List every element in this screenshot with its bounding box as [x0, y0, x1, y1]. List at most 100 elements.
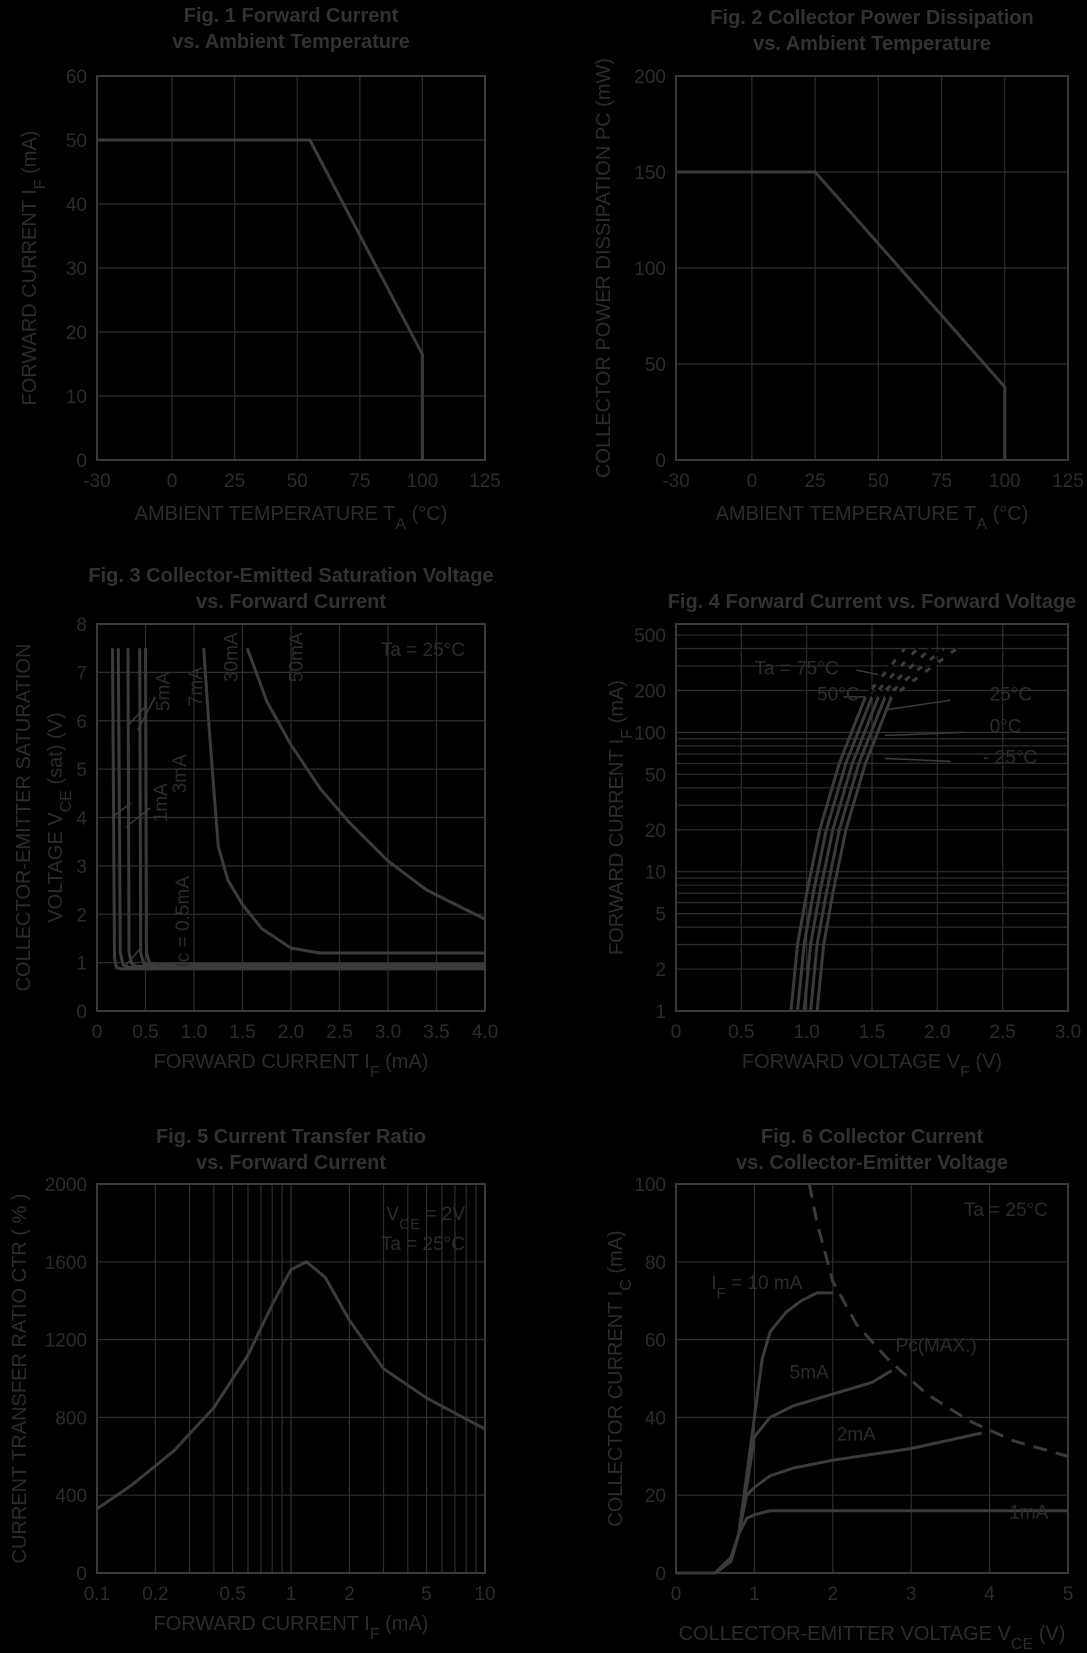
fig4-ytick-label: 100 — [634, 723, 666, 744]
fig3-series-label: 1mA — [151, 783, 172, 822]
fig5-xtick-label: 0.5 — [219, 1584, 245, 1605]
fig2-series-line — [676, 170, 1007, 460]
fig5-xtick-label: 1 — [286, 1584, 297, 1605]
fig1-title: Fig. 1 Forward Current — [184, 5, 399, 27]
fig4-series-label: - 25°C — [983, 747, 1037, 768]
fig3-xtick-label: 3.0 — [375, 1022, 401, 1043]
fig6-title: vs. Collector-Emitter Voltage — [736, 1152, 1008, 1174]
fig4-series-dash — [890, 647, 958, 699]
fig3-title: vs. Forward Current — [196, 591, 386, 613]
fig6-xtick-label: 5 — [1063, 1584, 1074, 1605]
fig1-grid — [96, 75, 486, 461]
fig4-xtick-label: 0 — [671, 1022, 682, 1043]
fig5-ytick-label: 2000 — [45, 1175, 87, 1196]
fig4-plot-frame — [675, 623, 1069, 1012]
fig1-xlabel: AMBIENT TEMPERATURE TA (°C) — [135, 503, 448, 533]
fig3-ylabel: VOLTAGE VCE (sat) (V) — [45, 712, 75, 922]
fig3-label-arrow — [125, 807, 151, 828]
fig4-ytick-label: 50 — [645, 765, 666, 786]
fig1-xtick-label: 125 — [469, 471, 501, 492]
fig6-series-label: Pc(MAX.) — [896, 1335, 977, 1356]
fig1-title: vs. Ambient Temperature — [172, 31, 410, 53]
fig3-xtick-label: 4.0 — [472, 1022, 498, 1043]
fig1-ylabel: FORWARD CURRENT IF (mA) — [19, 131, 49, 406]
fig1-xtick-label: -30 — [83, 471, 110, 492]
fig4-title: Fig. 4 Forward Current vs. Forward Volta… — [668, 591, 1077, 613]
fig5-ytick-label: 800 — [55, 1408, 87, 1429]
fig3-series-line — [245, 647, 486, 921]
fig2-xtick-label: 0 — [747, 471, 758, 492]
fig2-chart: Fig. 2 Collector Power Dissipation vs. Am… — [593, 7, 1084, 533]
fig3-ytick-label: 0 — [76, 1002, 87, 1023]
fig5-ytick-label: 1200 — [45, 1331, 87, 1352]
fig6-xtick-label: 4 — [984, 1584, 995, 1605]
fig2-xtick-label: 100 — [989, 471, 1021, 492]
fig3-xtick-label: 0 — [92, 1022, 103, 1043]
fig3-xtick-label: 3.5 — [423, 1022, 449, 1043]
fig5-title: Fig. 5 Current Transfer Ratio — [156, 1126, 426, 1148]
fig5-xlabel: FORWARD CURRENT IF (mA) — [154, 1613, 429, 1643]
fig4-ytick-label: 2 — [655, 960, 666, 981]
fig3-ytick-label: 1 — [76, 954, 87, 975]
fig2-ytick-label: 0 — [655, 451, 666, 472]
fig4-series-label: Ta = 75°C — [754, 659, 838, 680]
fig6-ytick-label: 60 — [645, 1331, 666, 1352]
fig4-ytick-label: 10 — [645, 863, 666, 884]
fig6-ytick-label: 100 — [634, 1175, 666, 1196]
fig1-chart: Fig. 1 Forward Current vs. Ambient Temper… — [19, 5, 501, 533]
fig4-label-arrow — [885, 757, 951, 763]
fig5-xtick-label: 10 — [474, 1584, 495, 1605]
fig1-ytick-label: 60 — [66, 67, 87, 88]
fig4-series-label: 25°C — [990, 684, 1032, 705]
fig5-title: vs. Forward Current — [196, 1152, 386, 1174]
fig3-series-line — [144, 648, 485, 967]
fig4-xtick-label: 1.5 — [859, 1022, 885, 1043]
fig6-title: Fig. 6 Collector Current — [761, 1126, 984, 1148]
fig4-ytick-label: 20 — [645, 821, 666, 842]
fig4-chart: Fig. 4 Forward Current vs. Forward Volta… — [606, 591, 1081, 1081]
fig3-title: Fig. 3 Collector-Emitted Saturation Volt… — [88, 565, 493, 587]
fig5-ylabel: CURRENT TRANSFER RATIO CTR ( % ) — [9, 1193, 31, 1563]
fig2-xtick-label: 25 — [805, 471, 826, 492]
fig4-ytick-label: 500 — [634, 626, 666, 647]
fig3-annotation: Ta = 25°C — [381, 640, 465, 661]
fig3-series-label: 50mA — [287, 632, 308, 682]
fig1-ytick-label: 10 — [66, 387, 87, 408]
fig3-ytick-label: 6 — [76, 712, 87, 733]
fig3-ylabel: COLLECTOR-EMITTER SATURATION — [13, 644, 35, 992]
fig6-xtick-label: 0 — [671, 1584, 682, 1605]
fig4-grid — [675, 623, 1069, 1012]
fig3-ytick-label: 2 — [76, 905, 87, 926]
fig3-xtick-label: 0.5 — [132, 1022, 158, 1043]
fig3-series-label: 7mA — [186, 667, 207, 706]
fig3-xtick-label: 1.0 — [181, 1022, 207, 1043]
fig1-xtick-label: 50 — [287, 471, 308, 492]
fig6-series-label: 1mA — [1009, 1503, 1048, 1524]
fig3-xlabel: FORWARD CURRENT IF (mA) — [154, 1051, 429, 1081]
fig2-xtick-label: -30 — [662, 471, 689, 492]
fig3-xtick-label: 1.5 — [229, 1022, 255, 1043]
fig6-series-label: 2mA — [837, 1425, 876, 1446]
fig3-plot-frame — [96, 623, 486, 1012]
fig3-series-label: Ic = 0.5mA — [173, 876, 194, 968]
fig2-plot-frame — [675, 75, 1069, 461]
fig4-label-arrow — [885, 731, 964, 737]
fig2-title: vs. Ambient Temperature — [753, 33, 991, 55]
fig5-ytick-label: 400 — [55, 1486, 87, 1507]
fig3-xtick-label: 2.0 — [278, 1022, 304, 1043]
fig4-label-arrow — [884, 699, 951, 711]
fig2-title: Fig. 2 Collector Power Dissipation — [710, 7, 1033, 29]
fig1-ytick-label: 0 — [76, 451, 87, 472]
fig4-ytick-label: 1 — [655, 1002, 666, 1023]
fig6-xlabel: COLLECTOR-EMITTER VOLTAGE VCE (V) — [679, 1623, 1066, 1653]
fig4-series-dash — [870, 647, 919, 698]
fig4-series-label: 50°C — [817, 684, 859, 705]
fig6-ytick-label: 0 — [655, 1564, 666, 1585]
fig5-xtick-label: 0.2 — [142, 1584, 168, 1605]
fig2-ylabel: COLLECTOR POWER DISSIPATION PC (mW) — [593, 58, 615, 478]
fig6-xtick-label: 1 — [749, 1584, 760, 1605]
fig4-series-label: 0°C — [990, 716, 1022, 737]
fig2-xtick-label: 125 — [1052, 471, 1084, 492]
fig5-series-line — [96, 1260, 486, 1511]
fig5-ytick-label: 1600 — [45, 1253, 87, 1274]
